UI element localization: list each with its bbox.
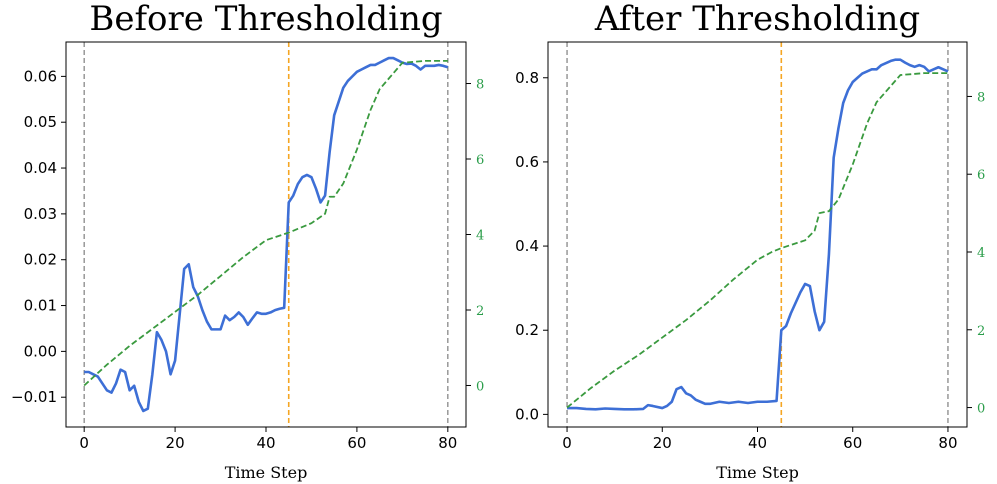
y-tick-label: 0.0 bbox=[515, 405, 539, 423]
x-tick-label: 60 bbox=[843, 434, 862, 452]
y-tick-label: 0.02 bbox=[24, 251, 57, 269]
y-tick-label: −0.01 bbox=[11, 388, 57, 406]
series-line-primary bbox=[84, 56, 449, 413]
x-axis-label: Time Step bbox=[225, 463, 308, 482]
series-line-secondary bbox=[83, 59, 448, 387]
x-tick-label: 60 bbox=[347, 434, 366, 452]
chart-title: After Thresholding bbox=[594, 0, 920, 39]
x-tick-label: 40 bbox=[256, 434, 275, 452]
y-tick-label: 0.06 bbox=[24, 67, 57, 85]
plot-frame bbox=[547, 41, 968, 428]
y-tick-label: 0.03 bbox=[24, 205, 57, 223]
y-tick-label: 0.05 bbox=[24, 113, 57, 131]
y2-tick-label: 8 bbox=[476, 78, 484, 93]
x-tick-label: 0 bbox=[79, 434, 89, 452]
y2-tick-label: 2 bbox=[977, 324, 985, 339]
y2-tick-label: 6 bbox=[977, 168, 985, 183]
x-tick-label: 80 bbox=[938, 434, 957, 452]
y-tick-label: 0.8 bbox=[515, 69, 539, 87]
y2-tick-label: 8 bbox=[977, 90, 985, 105]
x-tick-label: 20 bbox=[166, 434, 185, 452]
x-axis-label: Time Step bbox=[716, 463, 799, 482]
y2-tick-label: 6 bbox=[476, 153, 484, 168]
y-tick-label: 0.6 bbox=[515, 153, 539, 171]
series-line-primary bbox=[567, 58, 949, 411]
x-tick-label: 0 bbox=[562, 434, 572, 452]
y-tick-label: 0.01 bbox=[24, 297, 57, 315]
x-tick-label: 40 bbox=[748, 434, 767, 452]
y2-tick-label: 0 bbox=[977, 402, 985, 417]
chart-title: Before Thresholding bbox=[89, 0, 442, 39]
plot-frame bbox=[65, 41, 467, 428]
y-tick-label: 0.04 bbox=[24, 159, 57, 177]
y2-tick-label: 0 bbox=[476, 379, 484, 394]
y-tick-label: 0.00 bbox=[24, 342, 57, 360]
y2-tick-label: 4 bbox=[977, 246, 985, 261]
y2-tick-label: 2 bbox=[476, 304, 484, 319]
y2-tick-label: 4 bbox=[476, 229, 484, 244]
x-tick-label: 80 bbox=[438, 434, 457, 452]
series-line-secondary bbox=[566, 72, 948, 409]
x-tick-label: 20 bbox=[653, 434, 672, 452]
y-tick-label: 0.2 bbox=[515, 321, 539, 339]
y-tick-label: 0.4 bbox=[515, 237, 539, 255]
